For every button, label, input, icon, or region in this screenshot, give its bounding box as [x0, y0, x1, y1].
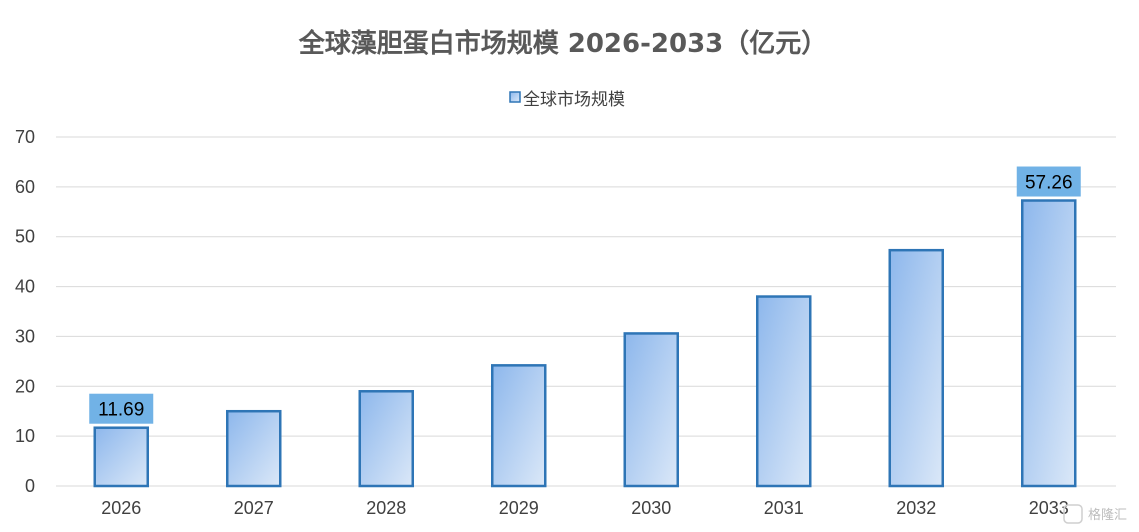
bar	[226, 409, 282, 488]
data-label-bg	[89, 393, 154, 424]
y-tick-label: 0	[25, 476, 35, 496]
data-label-bg	[1016, 166, 1081, 197]
x-tick-label: 2028	[366, 498, 406, 518]
x-axis: 2026 2027 2028 2029 2030 2031 2032 2033	[101, 498, 1069, 518]
x-tick-label: 2030	[631, 498, 671, 518]
bar	[623, 332, 679, 488]
bar	[888, 248, 944, 488]
bar	[93, 426, 149, 488]
x-tick-label: 2033	[1029, 498, 1069, 518]
watermark-logo-icon	[1063, 504, 1083, 524]
bar	[756, 295, 812, 488]
y-tick-label: 30	[15, 326, 35, 346]
x-tick-label: 2029	[499, 498, 539, 518]
y-tick-label: 20	[15, 376, 35, 396]
data-labels: 11.69 57.26	[89, 166, 1081, 424]
legend-label: 全球市场规模	[523, 90, 625, 110]
legend: 全球市场规模	[509, 90, 625, 110]
x-tick-label: 2026	[101, 498, 141, 518]
y-tick-label: 60	[15, 177, 35, 197]
y-axis: 0 10 20 30 40 50 60 70	[15, 127, 35, 496]
bar	[358, 390, 414, 488]
y-tick-label: 40	[15, 277, 35, 297]
grid	[56, 136, 1116, 487]
x-tick-label: 2027	[234, 498, 274, 518]
legend-swatch	[509, 91, 521, 103]
watermark-text: 格隆汇	[1088, 507, 1127, 523]
data-label: 11.69	[98, 400, 144, 421]
bars	[93, 199, 1077, 488]
y-tick-label: 50	[15, 227, 35, 247]
x-tick-label: 2031	[764, 498, 804, 518]
x-tick-label: 2032	[896, 498, 936, 518]
y-tick-label: 10	[15, 426, 35, 446]
chart-title: 全球藻胆蛋白市场规模 2026-2033（亿元）	[298, 28, 828, 59]
bar	[1021, 199, 1077, 488]
y-tick-label: 70	[15, 127, 35, 147]
watermark: 格隆汇	[1063, 504, 1127, 524]
bar	[491, 364, 547, 488]
data-label: 57.26	[1025, 173, 1073, 194]
